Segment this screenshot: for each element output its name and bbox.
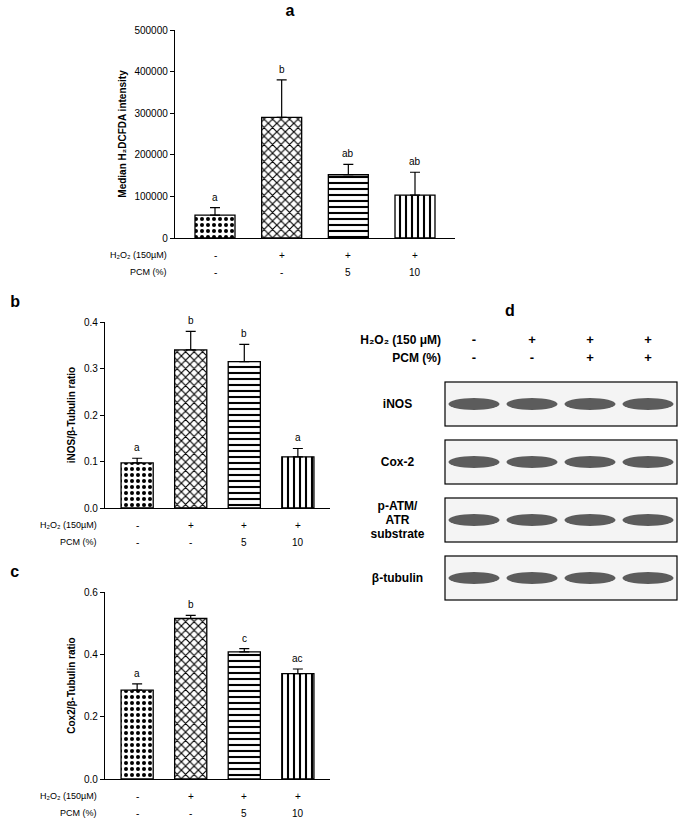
svg-text:PCM (%): PCM (%) [392, 351, 441, 365]
svg-text:0.4: 0.4 [84, 649, 98, 660]
svg-text:ac: ac [292, 653, 303, 664]
svg-text:+: + [241, 520, 247, 531]
svg-text:10: 10 [409, 267, 421, 278]
svg-text:+: + [188, 791, 194, 802]
svg-text:500000: 500000 [134, 25, 168, 36]
svg-text:a: a [286, 2, 295, 19]
svg-text:-: - [136, 537, 139, 548]
svg-text:PCM (%): PCM (%) [60, 808, 97, 818]
svg-text:10: 10 [292, 808, 304, 819]
svg-text:5: 5 [345, 267, 351, 278]
svg-text:c: c [242, 633, 247, 644]
svg-text:c: c [10, 563, 19, 580]
svg-text:-: - [214, 267, 217, 278]
svg-text:β-tubulin: β-tubulin [372, 571, 423, 585]
svg-text:0.0: 0.0 [84, 774, 98, 785]
svg-text:300000: 300000 [134, 108, 168, 119]
svg-text:Cox-2: Cox-2 [381, 455, 415, 469]
svg-text:-: - [189, 808, 192, 819]
svg-text:0.2: 0.2 [84, 711, 98, 722]
svg-text:b: b [279, 64, 285, 75]
svg-text:+: + [528, 332, 536, 347]
svg-text:+: + [586, 350, 594, 365]
svg-text:PCM (%): PCM (%) [60, 537, 97, 547]
svg-text:a: a [134, 442, 140, 453]
svg-text:iNOS: iNOS [383, 397, 412, 411]
svg-text:+: + [644, 332, 652, 347]
svg-text:200000: 200000 [134, 149, 168, 160]
svg-text:+: + [586, 332, 594, 347]
svg-text:ab: ab [409, 156, 421, 167]
svg-text:b: b [188, 599, 194, 610]
svg-text:iNOS/β-Tubulin ratio: iNOS/β-Tubulin ratio [66, 367, 77, 463]
svg-text:+: + [241, 791, 247, 802]
svg-text:b: b [241, 328, 247, 339]
svg-text:+: + [295, 520, 301, 531]
svg-text:-: - [472, 332, 476, 347]
svg-text:ab: ab [342, 148, 354, 159]
svg-text:substrate: substrate [370, 527, 424, 541]
svg-text:5: 5 [241, 808, 247, 819]
svg-text:b: b [10, 293, 20, 310]
svg-text:0.0: 0.0 [84, 503, 98, 514]
svg-text:0.1: 0.1 [84, 456, 98, 467]
svg-text:+: + [412, 250, 418, 261]
svg-text:-: - [214, 250, 217, 261]
svg-text:-: - [136, 791, 139, 802]
svg-text:-: - [280, 267, 283, 278]
svg-text:10: 10 [292, 537, 304, 548]
svg-text:H₂O₂ (150µM): H₂O₂ (150µM) [40, 520, 97, 530]
svg-text:PCM (%): PCM (%) [130, 267, 167, 277]
svg-text:0.3: 0.3 [84, 363, 98, 374]
svg-text:-: - [530, 350, 534, 365]
svg-text:-: - [136, 520, 139, 531]
svg-text:p-ATM/: p-ATM/ [378, 499, 418, 513]
svg-text:H₂O₂ (150µM): H₂O₂ (150µM) [110, 250, 167, 260]
svg-text:a: a [295, 432, 301, 443]
svg-text:-: - [189, 537, 192, 548]
svg-text:a: a [212, 192, 218, 203]
svg-text:0.6: 0.6 [84, 587, 98, 598]
svg-text:+: + [279, 250, 285, 261]
svg-text:400000: 400000 [134, 66, 168, 77]
svg-text:H₂O₂ (150µM): H₂O₂ (150µM) [40, 791, 97, 801]
svg-text:ATR: ATR [386, 513, 410, 527]
svg-text:-: - [136, 808, 139, 819]
svg-text:b: b [188, 315, 194, 326]
svg-text:-: - [472, 350, 476, 365]
svg-text:+: + [345, 250, 351, 261]
svg-text:0: 0 [162, 233, 168, 244]
svg-text:+: + [295, 791, 301, 802]
svg-text:Median H₂DCFDA intensity: Median H₂DCFDA intensity [117, 70, 128, 198]
svg-text:100000: 100000 [134, 191, 168, 202]
svg-text:Cox2/β-Tubulin ratio: Cox2/β-Tubulin ratio [66, 637, 77, 733]
svg-text:a: a [134, 668, 140, 679]
svg-text:0.2: 0.2 [84, 410, 98, 421]
svg-text:H₂O₂ (150 μM): H₂O₂ (150 μM) [360, 333, 441, 347]
svg-text:0.4: 0.4 [84, 317, 98, 328]
svg-text:+: + [644, 350, 652, 365]
svg-text:+: + [188, 520, 194, 531]
svg-text:5: 5 [241, 537, 247, 548]
svg-text:d: d [505, 302, 515, 319]
